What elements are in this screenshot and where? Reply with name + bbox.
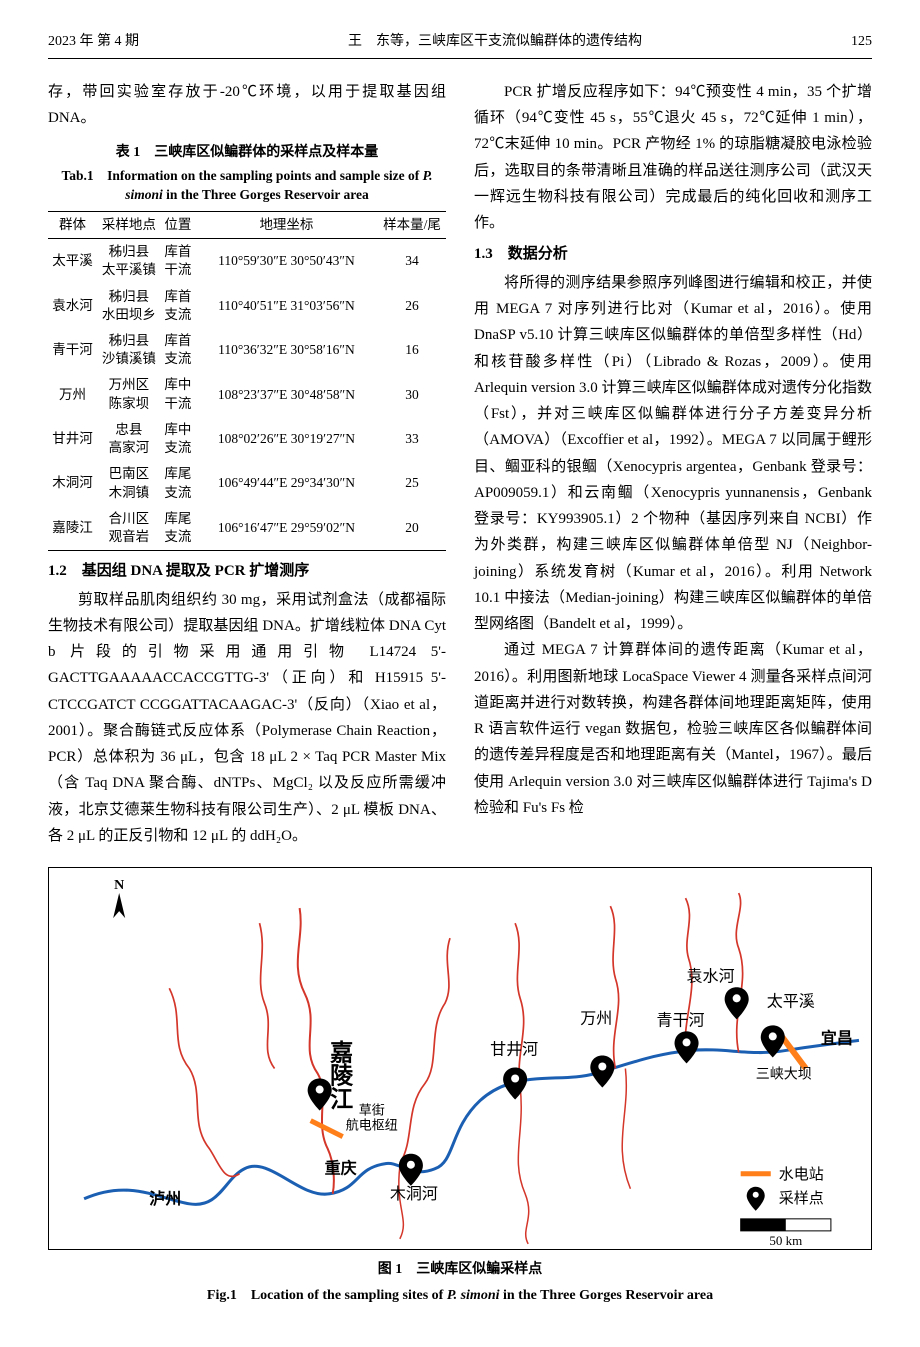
- table-cell: 108°02′26″E 30°19′27″N: [195, 417, 378, 461]
- table-row: 太平溪秭归县太平溪镇库首干流110°59′30″E 30°50′43″N34: [48, 239, 446, 284]
- table-cell: 秭归县沙镇溪镇: [97, 328, 161, 372]
- legend-station-label: 水电站: [779, 1166, 824, 1183]
- table-cell: 106°49′44″E 29°34′30″N: [195, 461, 378, 505]
- table-row: 木洞河巴南区木洞镇库尾支流106°49′44″E 29°34′30″N25: [48, 461, 446, 505]
- table-cell: 秭归县水田坝乡: [97, 284, 161, 328]
- table-cell: 万州: [48, 372, 97, 416]
- table-cell: 110°36′32″E 30°58′16″N: [195, 328, 378, 372]
- section-1-2: 1.2 基因组 DNA 提取及 PCR 扩增测序: [48, 559, 446, 585]
- header-page: 125: [851, 30, 872, 54]
- th-loc: 位置: [161, 211, 195, 238]
- page-header: 2023 年 第 4 期 王 东等，三峡库区干支流似鳊群体的遗传结构 125: [48, 30, 872, 59]
- table1: 群体 采样地点 位置 地理坐标 样本量/尾 太平溪秭归县太平溪镇库首干流110°…: [48, 211, 446, 551]
- table-cell: 20: [378, 506, 446, 551]
- label-mudong: 木洞河: [390, 1185, 438, 1203]
- table-cell: 巴南区木洞镇: [97, 461, 161, 505]
- table-cell: 万州区陈家坝: [97, 372, 161, 416]
- table-row: 万州万州区陈家坝库中干流108°23′37″E 30°48′58″N30: [48, 372, 446, 416]
- table-cell: 袁水河: [48, 284, 97, 328]
- label-yichang: 宜昌: [821, 1029, 853, 1048]
- table-cell: 106°16′47″E 29°59′02″N: [195, 506, 378, 551]
- table-cell: 库首干流: [161, 239, 195, 284]
- table-row: 袁水河秭归县水田坝乡库首支流110°40′51″E 31°03′56″N26: [48, 284, 446, 328]
- table-row: 青干河秭归县沙镇溪镇库首支流110°36′32″E 30°58′16″N16: [48, 328, 446, 372]
- figure1-caption-en: Fig.1 Location of the sampling sites of …: [48, 1284, 872, 1308]
- table-cell: 25: [378, 461, 446, 505]
- para-pcr-program: PCR 扩增反应程序如下：94℃预变性 4 min，35 个扩增循环（94℃变性…: [474, 79, 872, 237]
- label-ganjing: 甘井河: [490, 1041, 538, 1059]
- label-jialing: 嘉陵江: [327, 1041, 354, 1110]
- table-cell: 木洞河: [48, 461, 97, 505]
- table-cell: 甘井河: [48, 417, 97, 461]
- table-cell: 青干河: [48, 328, 97, 372]
- table-row: 甘井河忠县高家河库中支流108°02′26″E 30°19′27″N33: [48, 417, 446, 461]
- left-column: 存，带回实验室存放于-20℃环境，以用于提取基因组 DNA。 表 1 三峡库区似…: [48, 79, 446, 849]
- table1-caption-en: Tab.1 Information on the sampling points…: [48, 167, 446, 205]
- header-issue: 2023 年 第 4 期: [48, 30, 139, 54]
- table-cell: 108°23′37″E 30°48′58″N: [195, 372, 378, 416]
- th-n: 样本量/尾: [378, 211, 446, 238]
- table-cell: 秭归县太平溪镇: [97, 239, 161, 284]
- table-cell: 太平溪: [48, 239, 97, 284]
- table-cell: 库中支流: [161, 417, 195, 461]
- table-cell: 库首支流: [161, 328, 195, 372]
- scale-bar-label: 50 km: [769, 1233, 802, 1248]
- th-site: 采样地点: [97, 211, 161, 238]
- table-cell: 合川区观音岩: [97, 506, 161, 551]
- para-analysis-1: 将所得的测序结果参照序列峰图进行编辑和校正，并使用 MEGA 7 对序列进行比对…: [474, 270, 872, 638]
- body-columns: 存，带回实验室存放于-20℃环境，以用于提取基因组 DNA。 表 1 三峡库区似…: [48, 79, 872, 849]
- th-coord: 地理坐标: [195, 211, 378, 238]
- right-column: PCR 扩增反应程序如下：94℃预变性 4 min，35 个扩增循环（94℃变性…: [474, 79, 872, 849]
- legend-sampling-label: 采样点: [779, 1190, 824, 1207]
- figure1: N 嘉陵江 万州 甘井河 青干河 袁水河 太平溪 宜昌: [48, 867, 872, 1308]
- label-wanzhou: 万州: [580, 1011, 612, 1028]
- para-analysis-2: 通过 MEGA 7 计算群体间的遗传距离（Kumar et al，2016）。利…: [474, 637, 872, 821]
- section-1-3: 1.3 数据分析: [474, 242, 872, 268]
- figure1-caption-zh: 图 1 三峡库区似鳊采样点: [48, 1258, 872, 1282]
- table-cell: 库尾支流: [161, 506, 195, 551]
- label-caojie-2: 航电枢纽: [346, 1118, 398, 1133]
- label-luzhou: 泸州: [149, 1190, 181, 1208]
- label-taipingxi: 太平溪: [767, 992, 815, 1010]
- table-cell: 16: [378, 328, 446, 372]
- table-cell: 嘉陵江: [48, 506, 97, 551]
- label-caojie-1: 草街: [359, 1103, 385, 1118]
- table-cell: 库尾支流: [161, 461, 195, 505]
- para-dna-pcr: 剪取样品肌肉组织约 30 mg，采用试剂盒法（成都福际生物技术有限公司）提取基因…: [48, 587, 446, 850]
- table1-header-row: 群体 采样地点 位置 地理坐标 样本量/尾: [48, 211, 446, 238]
- scale-bar-fill: [741, 1219, 786, 1231]
- table-cell: 34: [378, 239, 446, 284]
- th-pop: 群体: [48, 211, 97, 238]
- header-title: 王 东等，三峡库区干支流似鳊群体的遗传结构: [348, 30, 642, 54]
- table-cell: 110°40′51″E 31°03′56″N: [195, 284, 378, 328]
- table-cell: 33: [378, 417, 446, 461]
- table-cell: 忠县高家河: [97, 417, 161, 461]
- table1-body: 太平溪秭归县太平溪镇库首干流110°59′30″E 30°50′43″N34袁水…: [48, 239, 446, 551]
- label-qinggan: 青干河: [656, 1012, 704, 1030]
- label-yuanshui: 袁水河: [687, 967, 735, 985]
- para-storage: 存，带回实验室存放于-20℃环境，以用于提取基因组 DNA。: [48, 79, 446, 132]
- table-row: 嘉陵江合川区观音岩库尾支流106°16′47″E 29°59′02″N20: [48, 506, 446, 551]
- table1-caption-zh: 表 1 三峡库区似鳊群体的采样点及样本量: [48, 141, 446, 165]
- label-sanxia-dam: 三峡大坝: [756, 1067, 812, 1083]
- table-cell: 110°59′30″E 30°50′43″N: [195, 239, 378, 284]
- compass-label: N: [114, 877, 124, 893]
- table-cell: 26: [378, 284, 446, 328]
- table-cell: 30: [378, 372, 446, 416]
- map-svg: N 嘉陵江 万州 甘井河 青干河 袁水河 太平溪 宜昌: [48, 867, 872, 1250]
- label-chongqing: 重庆: [325, 1159, 357, 1178]
- table-cell: 库首支流: [161, 284, 195, 328]
- table-cell: 库中干流: [161, 372, 195, 416]
